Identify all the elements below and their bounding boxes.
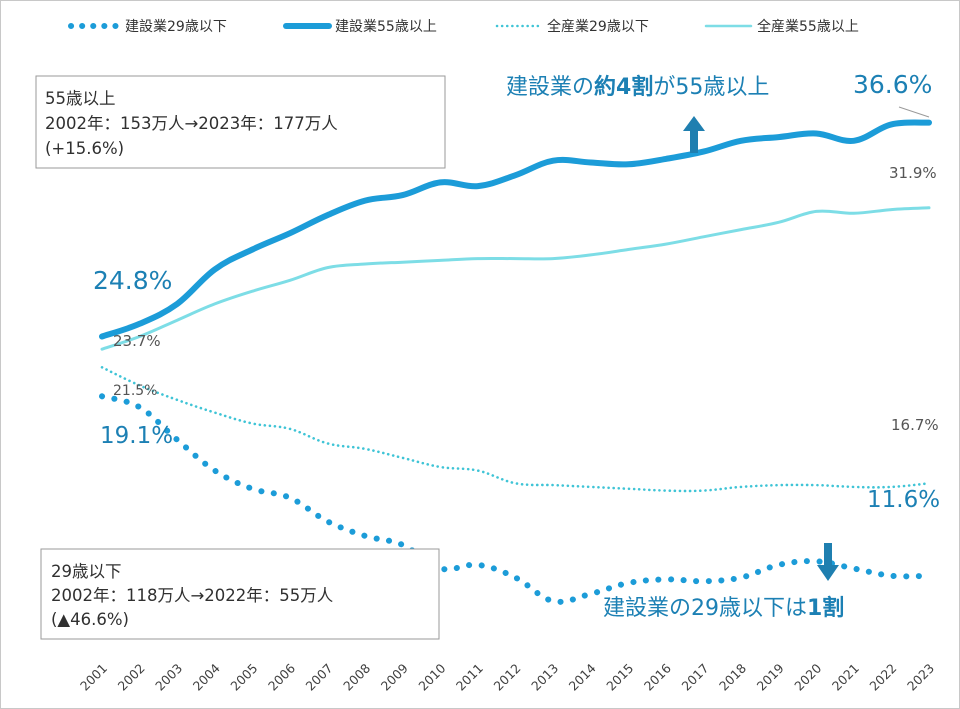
x-tick-label: 2008 <box>340 660 373 693</box>
x-tick-label: 2004 <box>190 660 223 693</box>
label-a55-end: 31.9% <box>889 164 937 182</box>
line-construction-55 <box>99 119 932 340</box>
annotation-upper-b: 約4割 <box>594 74 653 100</box>
x-tick-label: 2015 <box>603 661 636 694</box>
legend-item-construction-55[interactable]: 建設業55歳以上 <box>283 19 437 35</box>
annotation-lower-b: 1割 <box>807 595 844 621</box>
x-tick-label: 2003 <box>152 661 185 694</box>
x-tick-label: 2001 <box>77 661 110 694</box>
x-tick-label: 2016 <box>641 660 674 693</box>
label-a55-start: 23.7% <box>113 332 161 350</box>
x-tick-label: 2018 <box>716 660 749 693</box>
x-tick-label: 2022 <box>866 661 899 694</box>
x-tick-label: 2011 <box>453 661 486 694</box>
label-c29-start-small: 21.5% <box>113 383 157 399</box>
x-tick-label: 2006 <box>265 660 298 693</box>
x-tick-label: 2009 <box>378 660 411 693</box>
legend-item-construction-29[interactable]: 建設業29歳以下 <box>68 19 227 35</box>
up-arrow-icon <box>683 116 705 153</box>
legend-label-construction-55: 建設業55歳以上 <box>335 19 437 35</box>
x-tick-label: 2005 <box>227 661 260 694</box>
info-box-29-under-detail: 2002年：118万人→2022年：55万人 <box>51 586 333 605</box>
info-box-55-plus-frame <box>35 75 446 169</box>
x-tick-label: 2013 <box>528 661 561 694</box>
info-box-55-plus-detail: 2002年：153万人→2023年：177万人 <box>45 114 338 133</box>
line-all-55 <box>100 206 931 351</box>
label-c55-start: 24.8% <box>93 266 172 295</box>
x-tick-label: 2021 <box>829 661 862 694</box>
line-all-29 <box>100 366 931 493</box>
annotation-lower-a: 建設業の29歳以下は <box>603 596 807 621</box>
annotation-upper-c: が55歳以上 <box>653 75 769 100</box>
x-tick-label: 2007 <box>303 661 336 694</box>
label-c29-start: 19.1% <box>100 423 173 449</box>
info-box-29-under-frame <box>40 548 440 640</box>
line-construction-29 <box>99 393 932 605</box>
x-tick-label: 2014 <box>566 660 599 693</box>
legend-item-all-55[interactable]: 全産業55歳以上 <box>704 18 859 35</box>
info-box-29-under-title: 29歳以下 <box>51 562 122 581</box>
x-tick-label: 2019 <box>754 660 787 693</box>
info-box-29-under: 29歳以下 2002年：118万人→2022年：55万人 (▲46.6%) <box>40 548 440 640</box>
plot-area <box>99 119 932 605</box>
x-tick-label: 2023 <box>904 661 937 694</box>
down-arrow-icon <box>817 543 839 581</box>
legend-item-all-29[interactable]: 全産業29歳以下 <box>495 18 649 35</box>
label-c29-end: 11.6% <box>867 487 940 513</box>
x-tick-label: 2012 <box>491 661 524 694</box>
legend-label-all-29: 全産業29歳以下 <box>547 18 649 35</box>
info-box-55-plus-title: 55歳以上 <box>45 89 116 108</box>
label-c55-end: 36.6% <box>853 70 932 99</box>
legend: 建設業29歳以下 建設業55歳以上 全産業29歳以下 全産業55歳以上 <box>68 18 859 35</box>
annotation-lower: 建設業の29歳以下は1割 <box>603 595 844 621</box>
annotation-upper-a: 建設業の <box>506 75 594 100</box>
x-tick-label: 2010 <box>415 660 448 693</box>
info-box-29-under-change: (▲46.6%) <box>51 610 129 629</box>
x-tick-label: 2017 <box>678 661 711 694</box>
leader-line-c55-end <box>898 106 930 118</box>
label-a29-end: 16.7% <box>891 416 939 434</box>
annotation-upper: 建設業の約4割が55歳以上 <box>506 74 769 100</box>
x-tick-label: 2020 <box>791 660 824 693</box>
x-axis: 2001 2002 2003 2004 2005 2006 2007 2008 2009 2010… <box>77 660 937 693</box>
x-tick-label: 2002 <box>115 661 148 694</box>
info-box-55-plus-change: (+15.6%) <box>45 139 124 158</box>
legend-label-all-55: 全産業55歳以上 <box>757 18 859 35</box>
legend-label-construction-29: 建設業29歳以下 <box>125 19 227 35</box>
info-box-55-plus: 55歳以上 2002年：153万人→2023年：177万人 (+15.6%) <box>35 75 446 169</box>
